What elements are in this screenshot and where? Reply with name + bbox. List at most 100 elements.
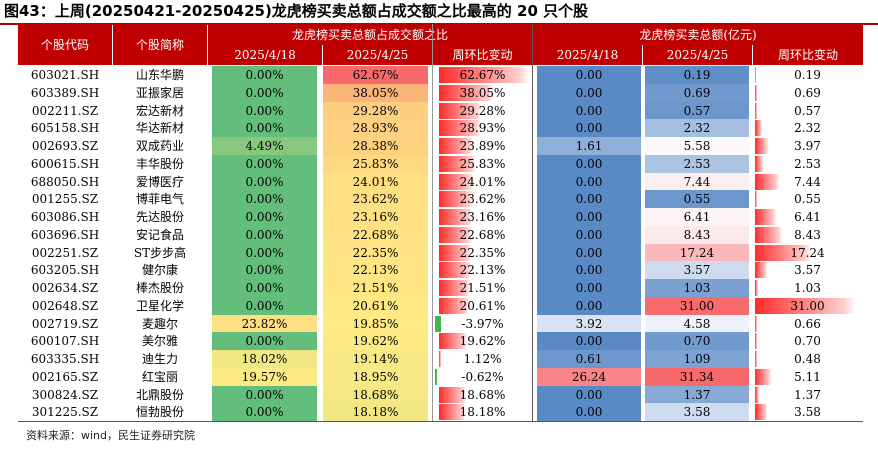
ratio-date1-cell-text: 0.00%	[245, 334, 284, 349]
amount-date1-cell-text: 26.24	[571, 369, 607, 384]
amount-date2-cell: 0.69	[645, 83, 749, 102]
amount-date1-cell-text: 3.92	[575, 316, 603, 331]
ratio-change-cell: 20.61%	[435, 297, 530, 315]
amount-date2-cell-text: 1.03	[683, 281, 711, 295]
stock-code-cell-text: 688050.SH	[30, 174, 100, 189]
ratio-change-bar	[439, 191, 473, 208]
table-row: 002634.SZ 棒杰股份 0.00% 21.51% 21.51% 0.00 1.03 1.…	[0, 279, 878, 298]
amount-date2-cell-text: 4.58	[683, 316, 711, 331]
stock-name-cell: 健尔康	[113, 261, 207, 279]
table-row: 603086.SH 先达股份 0.00% 23.16% 23.16% 0.00 6.41 6.…	[0, 208, 878, 227]
stock-code-cell: 301225.SZ	[18, 403, 112, 421]
ratio-change-cell-text: 23.16%	[459, 210, 506, 224]
table-row: 600107.SH 美尔雅 0.00% 19.62% 19.62% 0.00 0.70 0.7…	[0, 332, 878, 351]
amount-date1-cell: 1.61	[537, 137, 641, 156]
ratio-change-bar	[439, 209, 473, 225]
ratio-date2-cell: 19.14%	[323, 350, 428, 369]
amount-date2-cell-text: 0.55	[683, 192, 711, 207]
ratio-date1-cell-text: 0.00%	[245, 263, 284, 278]
ratio-date1-cell-text: 0.00%	[245, 85, 284, 100]
stock-code-cell: 603086.SH	[18, 208, 112, 226]
amount-change-cell: 8.43	[755, 226, 860, 244]
amount-date2-cell: 3.57	[645, 261, 749, 280]
stock-name-cell: 北鼎股份	[113, 386, 207, 404]
ratio-date1-cell: 0.00%	[212, 190, 317, 209]
ratio-change-bar	[439, 138, 474, 154]
ratio-date2-cell-text: 38.05%	[352, 85, 399, 100]
amount-date2-cell: 0.55	[645, 190, 749, 209]
amount-change-bar	[755, 226, 783, 243]
ratio-date1-cell: 0.00%	[212, 101, 317, 120]
ratio-date2-cell-text: 21.51%	[352, 281, 399, 295]
amount-date2-cell: 2.32	[645, 119, 749, 138]
ratio-date1-cell-text: 23.82%	[241, 316, 288, 331]
amount-date1-cell: 0.00	[537, 119, 641, 138]
header-code-label: 个股代码	[40, 38, 89, 52]
stock-name-cell-text: 卫星化学	[135, 298, 184, 313]
ratio-date2-cell-text: 23.62%	[352, 192, 399, 207]
ratio-date1-cell: 19.57%	[212, 367, 317, 386]
amount-date2-cell-text: 3.57	[683, 263, 711, 278]
ratio-change-cell-text: 23.62%	[459, 192, 506, 207]
ratio-change-bar	[439, 333, 468, 350]
ratio-date1-cell: 0.00%	[212, 279, 317, 298]
ratio-date2-cell: 18.95%	[323, 367, 428, 386]
amount-change-cell: 0.70	[755, 332, 860, 350]
stock-code-cell: 603389.SH	[18, 84, 112, 102]
stock-name-cell-text: 迪生力	[141, 352, 178, 366]
amount-change-bar	[755, 173, 779, 190]
ratio-date2-cell: 23.16%	[323, 208, 428, 227]
ratio-date2-cell: 28.93%	[323, 119, 428, 138]
stock-name-cell: 美尔雅	[113, 332, 207, 350]
stock-code-cell-text: 002251.SZ	[31, 245, 99, 260]
stock-code-cell-text: 603696.SH	[30, 227, 100, 242]
stock-code-cell-text: 301225.SZ	[31, 405, 99, 420]
stock-code-cell-text: 002648.SZ	[31, 298, 99, 313]
ratio-date1-cell-text: 0.00%	[245, 405, 284, 420]
ratio-date2-cell: 18.18%	[323, 403, 428, 422]
ratio-change-cell: 29.28%	[435, 102, 530, 120]
amount-change-cell-text: 0.66	[794, 316, 821, 331]
amount-date1-cell-text: 0.00	[575, 281, 603, 295]
stock-name-cell-text: ST步步高	[133, 245, 187, 260]
stock-name-cell: 宏达新材	[113, 102, 207, 120]
amount-date2-cell-text: 1.09	[683, 352, 711, 366]
stock-code-cell: 300824.SZ	[18, 386, 112, 404]
ratio-change-bar	[439, 120, 481, 137]
ratio-change-bar	[439, 226, 472, 243]
amount-date1-cell-text: 0.00	[575, 68, 603, 82]
header-ratio-group: 龙虎榜买卖总额占成交额之比	[208, 25, 532, 45]
ratio-date2-cell: 20.61%	[323, 296, 428, 315]
stock-name-cell: 丰华股份	[113, 155, 207, 173]
amount-date2-cell: 0.70	[645, 332, 749, 351]
stock-code-cell-text: 605158.SH	[30, 121, 100, 136]
ratio-date1-cell: 0.00%	[212, 296, 317, 315]
column-divider	[432, 24, 433, 421]
amount-date1-cell: 0.00	[537, 385, 641, 404]
amount-change-cell-text: 8.43	[794, 227, 821, 242]
amount-date1-cell-text: 0.00	[575, 85, 603, 100]
amount-date1-cell-text: 0.00	[575, 227, 603, 242]
ratio-date2-cell-text: 18.68%	[352, 387, 399, 402]
amount-date2-cell-text: 6.41	[683, 210, 711, 224]
amount-change-bar	[755, 191, 757, 208]
amount-change-bar	[755, 280, 759, 296]
ratio-change-cell-text: 18.18%	[459, 405, 506, 420]
stock-name-cell-text: 北鼎股份	[135, 387, 184, 402]
amount-change-bar	[755, 368, 772, 385]
table-row: 605158.SH 华达新材 0.00% 28.93% 28.93% 0.00 2.32 2.…	[0, 119, 878, 138]
ratio-date2-cell-text: 22.68%	[352, 227, 399, 242]
ratio-date1-cell-text: 4.49%	[245, 139, 284, 153]
ratio-date2-cell-text: 28.93%	[352, 121, 399, 136]
ratio-date1-cell: 0.00%	[212, 83, 317, 102]
ratio-change-cell: 62.67%	[435, 66, 530, 84]
table-row: 002165.SZ 红宝丽 19.57% 18.95% -0.62% 26.24 31.34…	[0, 367, 878, 386]
table-row: 603696.SH 安记食品 0.00% 22.68% 22.68% 0.00 8.43 8.…	[0, 225, 878, 244]
header-ratio-change-label: 周环比变动	[452, 48, 513, 62]
amount-date2-cell: 7.44	[645, 172, 749, 191]
ratio-date2-cell: 23.62%	[323, 190, 428, 209]
amount-date2-cell: 31.00	[645, 296, 749, 315]
stock-code-cell-text: 001255.SZ	[31, 192, 99, 207]
amount-change-cell: 0.19	[755, 66, 860, 84]
ratio-change-bar	[439, 404, 466, 421]
